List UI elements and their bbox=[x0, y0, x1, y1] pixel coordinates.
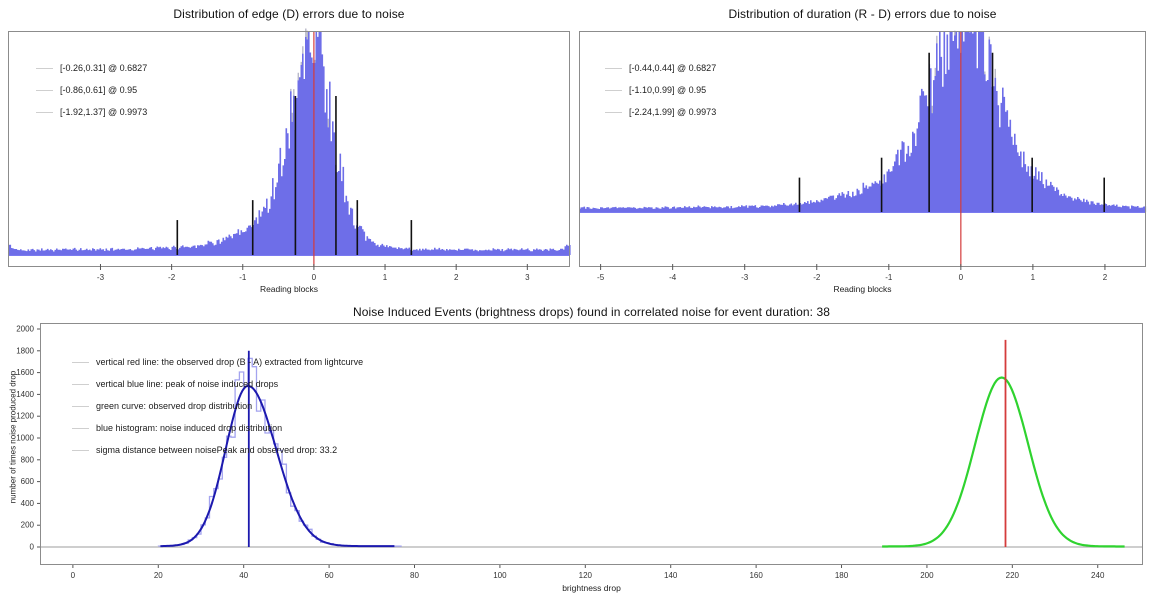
legend-entry-label: [-0.44,0.44] @ 0.6827 bbox=[629, 63, 717, 73]
legend-entry-label: green curve: observed drop distribution bbox=[96, 401, 253, 411]
x-tick-label: -3 bbox=[97, 273, 105, 282]
y-tick-label: 1600 bbox=[16, 368, 34, 377]
legend-edge-errors: [-0.26,0.31] @ 0.6827 [-0.86,0.61] @ 0.95… bbox=[36, 57, 147, 123]
xaxis-label-noise-events: brightness drop bbox=[562, 583, 621, 593]
plot-border bbox=[579, 31, 1146, 267]
x-tick-label: -4 bbox=[669, 273, 677, 282]
x-tick-label: -1 bbox=[239, 273, 247, 282]
x-tick-label: 20 bbox=[154, 571, 163, 580]
legend-row: [-0.44,0.44] @ 0.6827 bbox=[605, 57, 716, 79]
legend-entry-label: sigma distance between noisePeak and obs… bbox=[96, 445, 338, 455]
observed-drop-curve bbox=[882, 376, 1125, 548]
plot-title-noise-events: Noise Induced Events (brightness drops) … bbox=[352, 305, 831, 319]
x-tick-label: 40 bbox=[239, 571, 248, 580]
legend-handle-line bbox=[72, 405, 89, 407]
y-tick-label: 0 bbox=[30, 543, 35, 552]
x-tick-label: 2 bbox=[454, 273, 459, 282]
noise-fit-curve bbox=[160, 384, 395, 548]
x-tick-label: 1 bbox=[383, 273, 388, 282]
x-tick-label: 0 bbox=[959, 273, 964, 282]
x-tick-label: -2 bbox=[168, 273, 176, 282]
yaxis-label-noise-events: number of times noise produced drop bbox=[8, 370, 18, 504]
y-tick-label: 600 bbox=[21, 477, 35, 486]
y-tick-label: 1400 bbox=[16, 390, 34, 399]
x-tick-label: 200 bbox=[920, 571, 934, 580]
y-tick-label: 400 bbox=[21, 499, 35, 508]
y-tick-label: 1000 bbox=[16, 434, 34, 443]
legend-row: green curve: observed drop distribution bbox=[72, 395, 363, 417]
legend-handle-line bbox=[72, 449, 89, 451]
legend-duration-errors: [-0.44,0.44] @ 0.6827 [-1.10,0.99] @ 0.95… bbox=[605, 57, 716, 123]
legend-row: vertical red line: the observed drop (B … bbox=[72, 351, 363, 373]
legend-row: [-1.10,0.99] @ 0.95 bbox=[605, 79, 716, 101]
legend-handle-line bbox=[72, 383, 89, 385]
x-tick-label: -2 bbox=[813, 273, 821, 282]
legend-entry-label: [-0.26,0.31] @ 0.6827 bbox=[60, 63, 148, 73]
legend-entry-label: blue histogram: noise induced drop distr… bbox=[96, 423, 283, 433]
plot-area-noise-events: 0 20 40 60 80 100 120 140 160 180 200 220 240 0 200 400… bbox=[16, 323, 1143, 580]
x-tick-label: 0 bbox=[71, 571, 76, 580]
x-tick-label: 0 bbox=[312, 273, 317, 282]
plot-area-edge-errors: -3 -2 -1 0 1 2 3 bbox=[8, 28, 571, 282]
x-tick-label: 220 bbox=[1006, 571, 1020, 580]
y-tick-label: 2000 bbox=[16, 324, 34, 333]
xaxis-label-duration-errors: Reading blocks bbox=[833, 284, 892, 294]
x-tick-label: -1 bbox=[885, 273, 893, 282]
x-tick-label: 80 bbox=[410, 571, 419, 580]
x-tick-label: 120 bbox=[579, 571, 593, 580]
legend-handle-line bbox=[36, 67, 53, 69]
legend-row: [-0.26,0.31] @ 0.6827 bbox=[36, 57, 147, 79]
legend-row: blue histogram: noise induced drop distr… bbox=[72, 417, 363, 439]
x-tick-label: -3 bbox=[741, 273, 749, 282]
legend-handle-line bbox=[72, 361, 89, 363]
plot-border bbox=[8, 31, 570, 267]
x-tick-label: 180 bbox=[835, 571, 849, 580]
x-tick-label: 3 bbox=[525, 273, 530, 282]
x-tick-label: 160 bbox=[749, 571, 763, 580]
legend-row: [-1.92,1.37] @ 0.9973 bbox=[36, 101, 147, 123]
histogram-gray-outline bbox=[931, 30, 996, 114]
x-tick-label: 1 bbox=[1031, 273, 1036, 282]
x-tick-label: 2 bbox=[1103, 273, 1108, 282]
plot-area-duration-errors: -5 -4 -3 -2 -1 0 1 2 bbox=[579, 30, 1147, 282]
legend-handle-line bbox=[36, 111, 53, 113]
x-tick-label: -5 bbox=[597, 273, 605, 282]
legend-handle-line bbox=[605, 111, 622, 113]
y-tick-label: 1200 bbox=[16, 412, 34, 421]
legend-entry-label: [-1.10,0.99] @ 0.95 bbox=[629, 85, 707, 95]
legend-handle-line bbox=[72, 427, 89, 429]
legend-row: sigma distance between noisePeak and obs… bbox=[72, 439, 363, 461]
x-tick-label: 100 bbox=[493, 571, 507, 580]
y-tick-label: 800 bbox=[21, 455, 35, 464]
legend-row: vertical blue line: peak of noise induce… bbox=[72, 373, 363, 395]
legend-handle-line bbox=[605, 89, 622, 91]
legend-entry-label: [-0.86,0.61] @ 0.95 bbox=[60, 85, 138, 95]
legend-entry-label: [-1.92,1.37] @ 0.9973 bbox=[60, 107, 148, 117]
legend-row: [-0.86,0.61] @ 0.95 bbox=[36, 79, 147, 101]
xaxis-label-edge-errors: Reading blocks bbox=[259, 284, 319, 294]
x-tick-label: 60 bbox=[325, 571, 334, 580]
x-tick-label: 140 bbox=[664, 571, 678, 580]
legend-handle-line bbox=[605, 67, 622, 69]
x-tick-label: 240 bbox=[1091, 571, 1105, 580]
legend-entry-label: vertical red line: the observed drop (B … bbox=[96, 357, 364, 367]
y-tick-label: 200 bbox=[21, 521, 35, 530]
legend-row: [-2.24,1.99] @ 0.9973 bbox=[605, 101, 716, 123]
legend-handle-line bbox=[36, 89, 53, 91]
legend-noise-events: vertical red line: the observed drop (B … bbox=[72, 351, 363, 461]
legend-entry-label: [-2.24,1.99] @ 0.9973 bbox=[629, 107, 717, 117]
y-tick-label: 1800 bbox=[16, 346, 34, 355]
plot-border bbox=[40, 323, 1143, 565]
plot-title-edge-errors: Distribution of edge (D) errors due to n… bbox=[173, 7, 405, 21]
histogram-gray-outline bbox=[290, 28, 329, 128]
legend-entry-label: vertical blue line: peak of noise induce… bbox=[96, 379, 279, 389]
plot-title-duration-errors: Distribution of duration (R - D) errors … bbox=[728, 7, 997, 21]
